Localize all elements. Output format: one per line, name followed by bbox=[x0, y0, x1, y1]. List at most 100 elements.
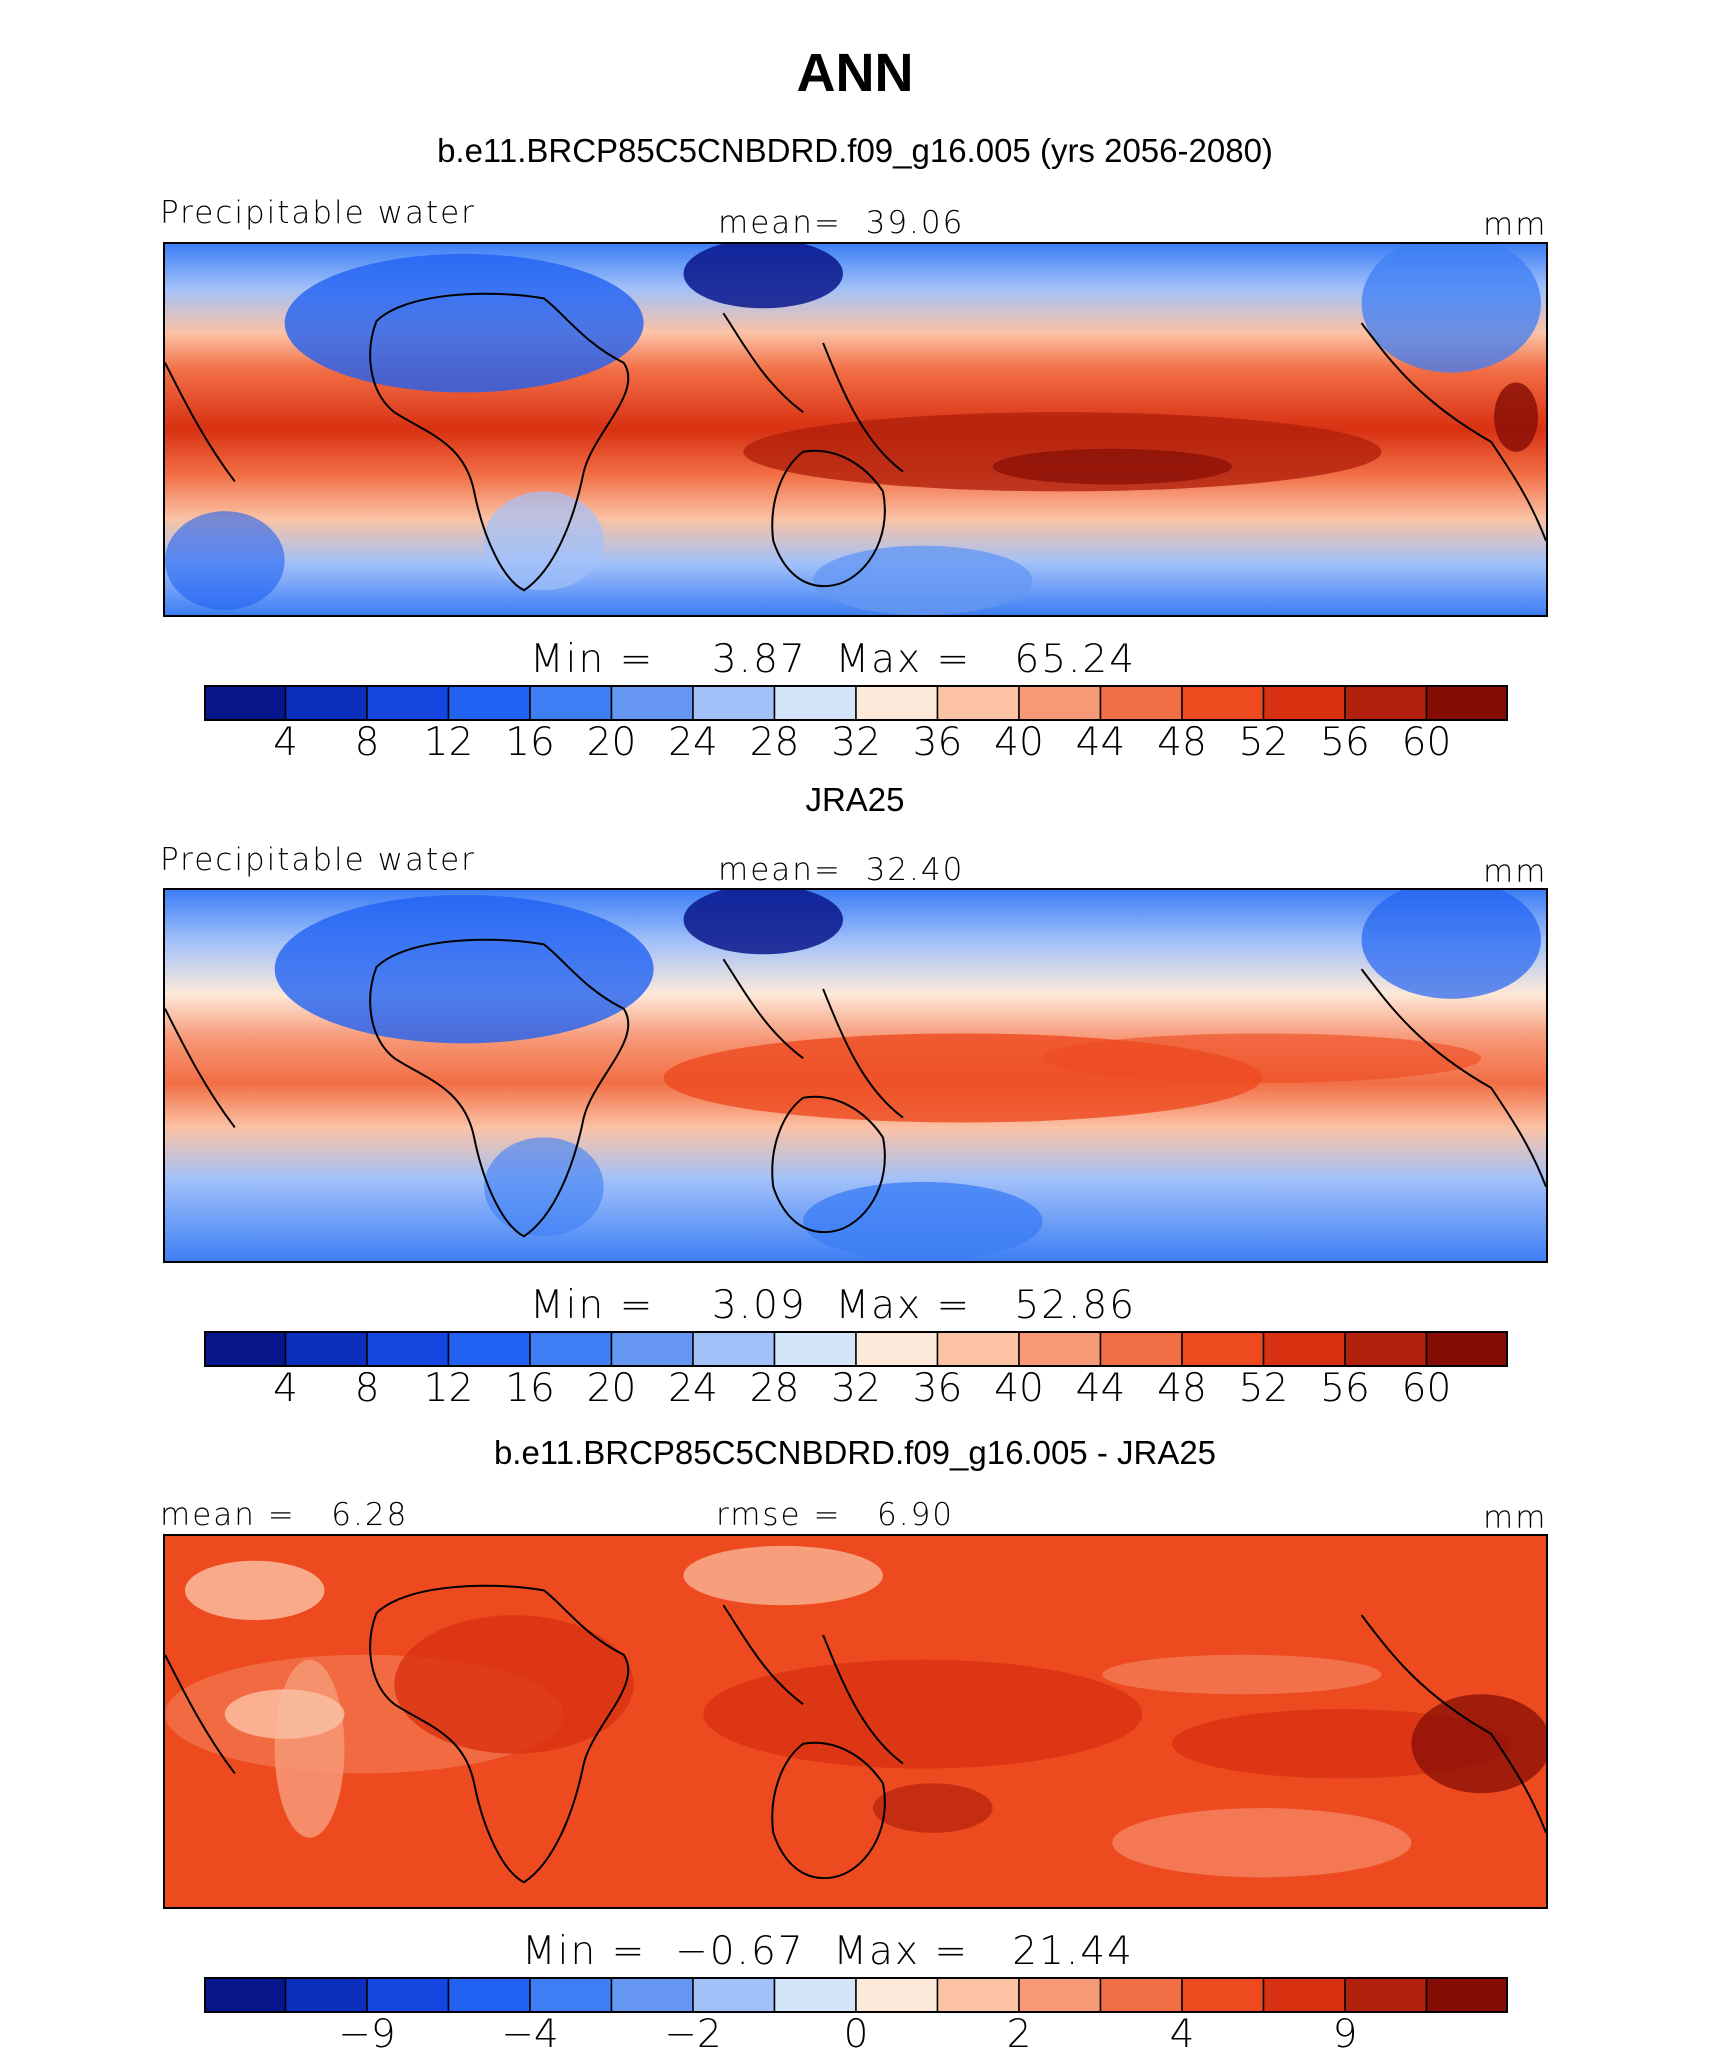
colorbar-swatch bbox=[1181, 1331, 1265, 1367]
colorbar-tick-label: 32 bbox=[831, 1366, 881, 1411]
colorbar-swatch bbox=[447, 1977, 531, 2013]
colorbar-swatch bbox=[855, 1977, 939, 2013]
colorbar-tick-label: 24 bbox=[668, 720, 718, 765]
colorbar-swatch bbox=[1262, 685, 1346, 721]
colorbar-swatch bbox=[773, 1977, 857, 2013]
colorbar-tick-label: 52 bbox=[1238, 720, 1289, 765]
colorbar-tick-label: −2 bbox=[664, 2012, 722, 2057]
colorbar-swatch bbox=[1262, 1977, 1346, 2013]
colorbar-tick-label: −9 bbox=[338, 2012, 396, 2057]
colorbar-tick-label: 32 bbox=[831, 720, 881, 765]
colorbar-frame bbox=[204, 685, 1508, 721]
colorbar-tick-label: 44 bbox=[1075, 720, 1126, 765]
colorbar-tick-label: −4 bbox=[501, 2012, 559, 2057]
minmax-label: Min = −0.67 Max = 21.44 bbox=[522, 1929, 1134, 1974]
colorbar-tick-label: 40 bbox=[994, 1366, 1044, 1411]
colorbar-swatch bbox=[1018, 1331, 1102, 1367]
panel-title-model: b.e11.BRCP85C5CNBDRD.f09_g16.005 (yrs 20… bbox=[437, 132, 1273, 169]
units-label: mm bbox=[1483, 854, 1548, 890]
colorbar-swatch bbox=[284, 1331, 368, 1367]
map-diff bbox=[163, 1534, 1548, 1909]
colorbar-swatch bbox=[1344, 1977, 1428, 2013]
colorbar-swatch bbox=[366, 685, 450, 721]
colorbar-swatch bbox=[1099, 1331, 1183, 1367]
colorbar-tick-label: 56 bbox=[1320, 1366, 1370, 1411]
colorbar-swatch bbox=[1262, 1331, 1346, 1367]
colorbar-tick-label: 12 bbox=[423, 1366, 474, 1411]
colorbar-tick-label: 20 bbox=[586, 1366, 637, 1411]
colorbar-tick-label: 40 bbox=[994, 720, 1044, 765]
colorbar-tick-label: 16 bbox=[505, 720, 555, 765]
colorbar-swatch bbox=[1099, 1977, 1183, 2013]
colorbar-tick-label: 12 bbox=[423, 720, 474, 765]
colorbar-tick-label: 36 bbox=[912, 720, 963, 765]
colorbar-swatch bbox=[692, 1977, 776, 2013]
colorbar-swatch bbox=[1099, 685, 1183, 721]
colorbar-swatch bbox=[529, 1331, 613, 1367]
colorbar-swatch bbox=[936, 1977, 1020, 2013]
colorbar-tick-label: 4 bbox=[273, 1366, 298, 1411]
colorbar-tick-label: 48 bbox=[1157, 1366, 1207, 1411]
colorbar-tick-label: 2 bbox=[1006, 2012, 1032, 2057]
colorbar-swatch bbox=[529, 1977, 613, 2013]
variable-label: Precipitable water bbox=[160, 195, 476, 231]
colorbar bbox=[204, 1331, 1508, 1367]
colorbar-swatch bbox=[610, 685, 694, 721]
variable-label: Precipitable water bbox=[160, 842, 476, 878]
colorbar-tick-label: 4 bbox=[273, 720, 298, 765]
colorbar-tick-label: 4 bbox=[1169, 2012, 1195, 2057]
colorbar-tick-label: 16 bbox=[505, 1366, 555, 1411]
colorbar-swatch bbox=[1181, 1977, 1265, 2013]
colorbar-ticks: 4 8 12 16 20 24 28 32 36 40 44 48 52 56 60 bbox=[204, 1366, 1508, 1412]
colorbar-swatch bbox=[284, 685, 368, 721]
units-label: mm bbox=[1483, 207, 1548, 243]
colorbar-tick-label: 28 bbox=[749, 720, 800, 765]
colorbar-swatch bbox=[1344, 685, 1428, 721]
colorbar-swatch bbox=[855, 1331, 939, 1367]
colorbar-swatch bbox=[936, 685, 1020, 721]
colorbar-swatch bbox=[610, 1331, 694, 1367]
colorbar-swatch bbox=[1018, 685, 1102, 721]
colorbar-tick-label: 60 bbox=[1401, 720, 1452, 765]
colorbar-swatch bbox=[936, 1331, 1020, 1367]
colorbar-ticks: 4 8 12 16 20 24 28 32 36 40 44 48 52 56 60 bbox=[204, 720, 1508, 766]
colorbar-swatch bbox=[773, 685, 857, 721]
colorbar-swatch bbox=[204, 1977, 287, 2013]
mean-label: mean = 6.28 bbox=[160, 1497, 409, 1533]
colorbar-tick-label: 8 bbox=[354, 720, 380, 765]
colorbar-swatch bbox=[1181, 685, 1265, 721]
minmax-label: Min = 3.87 Max = 65.24 bbox=[530, 637, 1137, 682]
colorbar-tick-label: 44 bbox=[1075, 1366, 1126, 1411]
colorbar-swatch bbox=[1344, 1331, 1428, 1367]
colorbar-frame bbox=[204, 1331, 1508, 1367]
map-model bbox=[163, 242, 1548, 617]
colorbar-tick-label: 52 bbox=[1238, 1366, 1289, 1411]
colorbar-swatch bbox=[1425, 685, 1508, 721]
colorbar-tick-label: 36 bbox=[912, 1366, 963, 1411]
mean-label: mean= 32.40 bbox=[718, 852, 965, 888]
panel-title-diff: b.e11.BRCP85C5CNBDRD.f09_g16.005 - JRA25 bbox=[493, 1434, 1217, 1471]
map-obs bbox=[163, 888, 1548, 1263]
figure-title: ANN bbox=[796, 43, 914, 103]
colorbar-swatch bbox=[204, 685, 287, 721]
panel-title-obs: JRA25 bbox=[805, 781, 905, 818]
colorbar-swatch bbox=[366, 1331, 450, 1367]
colorbar bbox=[204, 1977, 1508, 2013]
units-label: mm bbox=[1483, 1500, 1548, 1536]
colorbar-swatch bbox=[447, 1331, 531, 1367]
colorbar-tick-label: 28 bbox=[749, 1366, 800, 1411]
colorbar-swatch bbox=[366, 1977, 450, 2013]
colorbar-swatch bbox=[1425, 1977, 1508, 2013]
minmax-label: Min = 3.09 Max = 52.86 bbox=[530, 1283, 1137, 1328]
colorbar-swatch bbox=[773, 1331, 857, 1367]
colorbar-swatch bbox=[1425, 1331, 1508, 1367]
colorbar-tick-label: 48 bbox=[1157, 720, 1207, 765]
colorbar-tick-label: 56 bbox=[1320, 720, 1370, 765]
colorbar-swatch bbox=[204, 1331, 287, 1367]
colorbar-swatch bbox=[692, 1331, 776, 1367]
colorbar-tick-label: 0 bbox=[843, 2012, 869, 2057]
colorbar bbox=[204, 685, 1508, 721]
mean-label: mean= 39.06 bbox=[718, 205, 965, 241]
colorbar-swatch bbox=[610, 1977, 694, 2013]
colorbar-frame bbox=[204, 1977, 1508, 2013]
